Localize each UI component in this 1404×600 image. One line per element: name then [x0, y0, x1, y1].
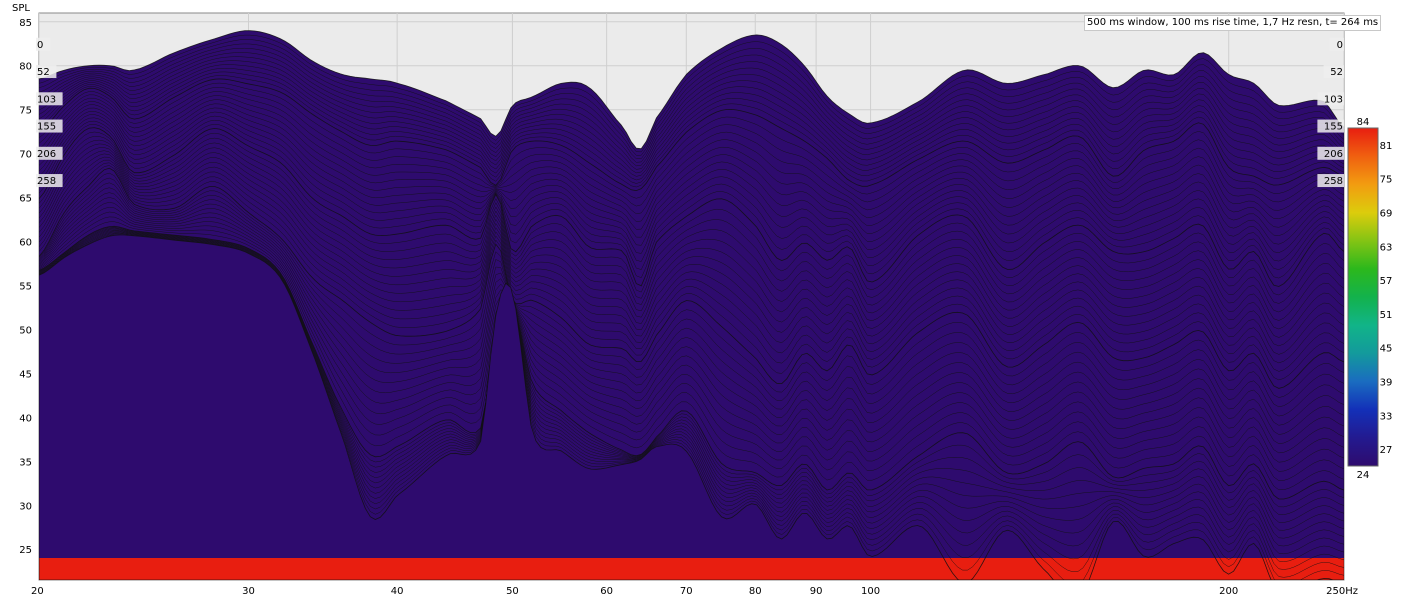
y-tick-label: 45 — [19, 369, 32, 380]
x-tick-label: 30 — [242, 586, 255, 597]
colorbar-label: 51 — [1380, 310, 1393, 321]
time-slice-label-left: 52 — [37, 67, 50, 78]
y-axis-ticks: 85 80 75 70 65 60 55 50 45 40 35 30 25 — [19, 18, 32, 556]
y-tick-label: 65 — [19, 194, 32, 205]
colorbar-label: 33 — [1380, 411, 1393, 422]
colorbar-label: 69 — [1380, 209, 1393, 220]
colorbar-label: 57 — [1380, 276, 1393, 287]
colorbar-label: 63 — [1380, 242, 1393, 253]
colorbar-label: 75 — [1380, 175, 1393, 186]
colorbar: 84 81 75 69 63 57 51 45 39 33 27 24 — [1347, 117, 1393, 481]
colorbar-label: 84 — [1357, 117, 1370, 128]
colorbar-gradient — [1347, 127, 1379, 467]
time-slice-label-left: 206 — [37, 149, 56, 160]
x-tick-label: 90 — [810, 586, 823, 597]
y-tick-label: 60 — [19, 238, 32, 249]
y-tick-label: 35 — [19, 457, 32, 468]
time-slice-label-right: 52 — [1330, 67, 1343, 78]
waterfall-series-slice — [39, 234, 1344, 580]
time-slice-label-left: 0 — [37, 40, 43, 51]
x-tick-label: 250Hz — [1326, 586, 1358, 597]
time-slice-label-right-bg — [1317, 119, 1344, 133]
y-tick-label: 75 — [19, 106, 32, 117]
x-tick-label: 80 — [749, 586, 762, 597]
time-slice-label-left: 103 — [37, 94, 56, 105]
colorbar-label: 24 — [1357, 470, 1370, 481]
time-slice-label-right-bg — [1329, 37, 1344, 51]
time-slice-label-right: 258 — [1324, 176, 1343, 187]
time-slice-label-right: 0 — [1337, 40, 1343, 51]
x-axis-ticks: 20 30 40 50 60 70 80 90 100 200 250Hz — [31, 586, 1358, 597]
waterfall-surface — [39, 30, 1344, 580]
y-tick-label: 55 — [19, 282, 32, 293]
time-slice-labels-right: 0 52 103 155 206 258 — [1317, 37, 1344, 188]
x-tick-label: 50 — [506, 586, 519, 597]
time-slice-label-left: 155 — [37, 122, 56, 133]
colorbar-label: 39 — [1380, 378, 1393, 389]
y-axis-label: SPL — [12, 3, 30, 14]
time-slice-label-left-bg — [36, 119, 63, 133]
y-tick-label: 70 — [19, 150, 32, 161]
time-slice-label-left: 258 — [37, 176, 56, 187]
time-slice-label-left-bg — [36, 65, 57, 79]
y-tick-label: 30 — [19, 501, 32, 512]
y-tick-label: 85 — [19, 18, 32, 29]
x-tick-label: 60 — [600, 586, 613, 597]
time-slice-label-left-bg — [36, 174, 63, 188]
time-slice-label-left-bg — [36, 146, 63, 160]
colorbar-label: 27 — [1380, 445, 1393, 456]
time-slice-label-left-bg — [36, 37, 51, 51]
time-slice-label-right-bg — [1317, 92, 1344, 106]
time-slice-label-left-bg — [36, 92, 63, 106]
x-tick-label: 20 — [31, 586, 44, 597]
colorbar-label: 81 — [1380, 141, 1393, 152]
y-tick-label: 40 — [19, 413, 32, 424]
time-slice-label-right: 155 — [1324, 122, 1343, 133]
x-tick-label: 200 — [1219, 586, 1238, 597]
time-slice-label-right-bg — [1317, 146, 1344, 160]
colorbar-label: 45 — [1380, 344, 1393, 355]
time-slice-label-right: 103 — [1324, 94, 1343, 105]
y-tick-label: 80 — [19, 62, 32, 73]
x-tick-label: 40 — [391, 586, 404, 597]
measurement-info-box: 500 ms window, 100 ms rise time, 1,7 Hz … — [1084, 15, 1382, 31]
x-tick-label: 70 — [680, 586, 693, 597]
time-slice-label-right-bg — [1317, 174, 1344, 188]
y-tick-label: 25 — [19, 545, 32, 556]
time-slice-label-right-bg — [1323, 65, 1344, 79]
time-slice-labels-left: 0 52 103 155 206 258 — [36, 37, 63, 188]
y-tick-label: 50 — [19, 325, 32, 336]
time-slice-label-right: 206 — [1324, 149, 1343, 160]
x-tick-label: 100 — [861, 586, 880, 597]
